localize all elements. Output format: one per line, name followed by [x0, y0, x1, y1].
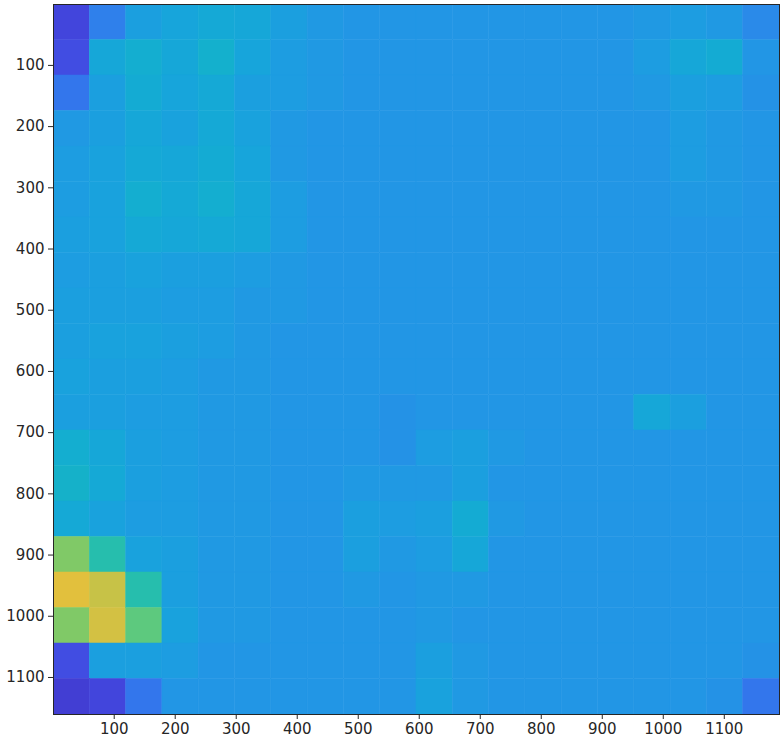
svg-text:1100: 1100: [6, 668, 44, 686]
svg-text:100: 100: [100, 720, 129, 738]
svg-text:700: 700: [466, 720, 495, 738]
svg-text:500: 500: [16, 301, 45, 319]
svg-text:700: 700: [16, 423, 45, 441]
svg-text:800: 800: [527, 720, 556, 738]
svg-text:200: 200: [16, 117, 45, 135]
svg-text:600: 600: [16, 362, 45, 380]
svg-text:800: 800: [16, 485, 45, 503]
svg-text:100: 100: [16, 56, 45, 74]
svg-text:300: 300: [16, 179, 45, 197]
svg-text:900: 900: [588, 720, 617, 738]
svg-text:1000: 1000: [6, 607, 44, 625]
svg-text:400: 400: [283, 720, 312, 738]
svg-text:1100: 1100: [705, 720, 743, 738]
svg-text:500: 500: [344, 720, 373, 738]
svg-text:600: 600: [405, 720, 434, 738]
svg-text:300: 300: [222, 720, 251, 738]
svg-text:400: 400: [16, 240, 45, 258]
svg-text:1000: 1000: [644, 720, 682, 738]
svg-text:900: 900: [16, 546, 45, 564]
svg-text:200: 200: [161, 720, 190, 738]
